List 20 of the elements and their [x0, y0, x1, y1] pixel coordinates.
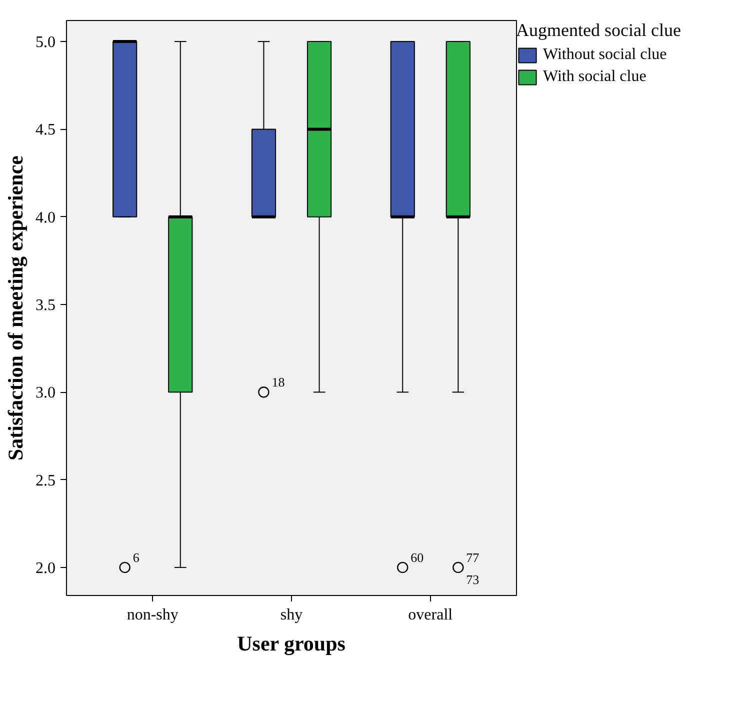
- annotation: 18: [272, 374, 285, 390]
- x-axis-title: User groups: [237, 632, 346, 656]
- y-tick-label: 4.5: [36, 122, 56, 139]
- legend-title: Augmented social clue: [516, 20, 681, 41]
- y-tick-label: 3.0: [36, 384, 56, 402]
- y-tick-label: 2.5: [36, 472, 56, 490]
- annotation: 77: [466, 550, 480, 565]
- x-tick-label: overall: [408, 606, 454, 624]
- x-tick-label: shy: [280, 606, 303, 624]
- y-axis-title: Satisfaction of meeting experience: [4, 155, 28, 460]
- annotation: 60: [410, 550, 424, 565]
- y-tick-label: 2.0: [36, 560, 56, 577]
- legend-label: Without social clue: [543, 46, 667, 64]
- x-tick-label: non-shy: [126, 606, 178, 624]
- y-tick-label: 3.5: [36, 296, 56, 314]
- annotation: 6: [132, 550, 140, 565]
- legend-label: With social clue: [543, 68, 646, 86]
- y-tick-label: 5.0: [36, 34, 56, 52]
- y-tick-label: 4.0: [36, 209, 56, 226]
- annotation: 73: [466, 572, 480, 587]
